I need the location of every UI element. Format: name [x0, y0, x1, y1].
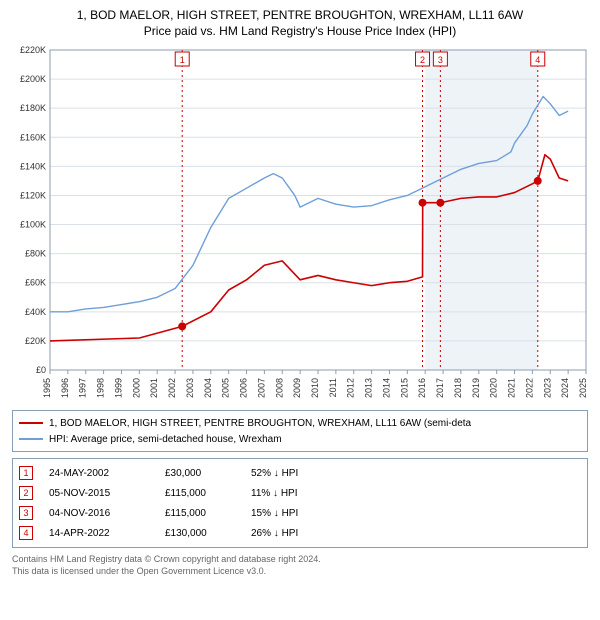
- legend: 1, BOD MAELOR, HIGH STREET, PENTRE BROUG…: [12, 410, 588, 452]
- legend-item: HPI: Average price, semi-detached house,…: [19, 431, 581, 447]
- event-pct: 11% ↓ HPI: [251, 488, 351, 499]
- event-date: 14-APR-2022: [49, 528, 149, 539]
- event-marker: 3: [19, 506, 33, 520]
- svg-text:2014: 2014: [381, 378, 391, 398]
- svg-text:2007: 2007: [256, 378, 266, 398]
- svg-text:1995: 1995: [42, 378, 52, 398]
- svg-text:£40K: £40K: [25, 307, 46, 317]
- attribution-line2: This data is licensed under the Open Gov…: [12, 566, 588, 578]
- legend-swatch: [19, 422, 43, 424]
- attribution: Contains HM Land Registry data © Crown c…: [12, 554, 588, 577]
- legend-item: 1, BOD MAELOR, HIGH STREET, PENTRE BROUG…: [19, 415, 581, 431]
- svg-text:2024: 2024: [560, 378, 570, 398]
- svg-text:2004: 2004: [203, 378, 213, 398]
- svg-text:2003: 2003: [185, 378, 195, 398]
- event-marker: 2: [19, 486, 33, 500]
- event-date: 05-NOV-2015: [49, 488, 149, 499]
- chart-container: £0 £20K £40K £60K £80K £100K £120K £140K £160K £1…: [8, 44, 592, 404]
- event-pct: 26% ↓ HPI: [251, 528, 351, 539]
- svg-text:1997: 1997: [78, 378, 88, 398]
- svg-text:2: 2: [420, 55, 425, 65]
- events-table: 1 24-MAY-2002 £30,000 52% ↓ HPI 2 05-NOV-2015…: [12, 458, 588, 548]
- event-date: 24-MAY-2002: [49, 468, 149, 479]
- svg-text:1: 1: [180, 55, 185, 65]
- event-row: 1 24-MAY-2002 £30,000 52% ↓ HPI: [19, 463, 581, 483]
- event-row: 3 04-NOV-2016 £115,000 15% ↓ HPI: [19, 503, 581, 523]
- svg-text:2016: 2016: [417, 378, 427, 398]
- event-date: 04-NOV-2016: [49, 508, 149, 519]
- svg-text:£220K: £220K: [20, 45, 46, 55]
- chart-title: 1, BOD MAELOR, HIGH STREET, PENTRE BROUG…: [8, 8, 592, 22]
- event-pct: 52% ↓ HPI: [251, 468, 351, 479]
- attribution-line1: Contains HM Land Registry data © Crown c…: [12, 554, 588, 566]
- svg-text:2022: 2022: [524, 378, 534, 398]
- svg-text:2006: 2006: [239, 378, 249, 398]
- event-marker: 1: [19, 466, 33, 480]
- svg-text:2005: 2005: [221, 378, 231, 398]
- svg-text:2011: 2011: [328, 378, 338, 397]
- svg-text:£0: £0: [36, 365, 46, 375]
- svg-text:4: 4: [535, 55, 540, 65]
- line-chart: £0 £20K £40K £60K £80K £100K £120K £140K £160K £1…: [8, 44, 592, 404]
- svg-text:2013: 2013: [364, 378, 374, 398]
- svg-text:£20K: £20K: [25, 336, 46, 346]
- svg-text:2002: 2002: [167, 378, 177, 398]
- svg-text:1998: 1998: [96, 378, 106, 398]
- legend-label: 1, BOD MAELOR, HIGH STREET, PENTRE BROUG…: [49, 418, 471, 429]
- event-price: £115,000: [165, 508, 235, 519]
- svg-text:£180K: £180K: [20, 103, 46, 113]
- svg-text:2018: 2018: [453, 378, 463, 398]
- svg-text:2001: 2001: [149, 378, 159, 398]
- svg-text:3: 3: [438, 55, 443, 65]
- svg-text:2009: 2009: [292, 378, 302, 398]
- svg-text:2021: 2021: [507, 378, 517, 398]
- svg-text:2008: 2008: [274, 378, 284, 398]
- svg-text:2010: 2010: [310, 378, 320, 398]
- svg-text:£160K: £160K: [20, 132, 46, 142]
- svg-text:2017: 2017: [435, 378, 445, 398]
- svg-text:2025: 2025: [578, 378, 588, 398]
- legend-swatch: [19, 438, 43, 440]
- svg-text:2019: 2019: [471, 378, 481, 398]
- svg-text:1996: 1996: [60, 378, 70, 398]
- svg-text:£200K: £200K: [20, 74, 46, 84]
- event-price: £115,000: [165, 488, 235, 499]
- svg-text:£120K: £120K: [20, 190, 46, 200]
- event-pct: 15% ↓ HPI: [251, 508, 351, 519]
- svg-text:2000: 2000: [131, 378, 141, 398]
- chart-subtitle: Price paid vs. HM Land Registry's House …: [8, 24, 592, 38]
- svg-text:£100K: £100K: [20, 220, 46, 230]
- svg-text:2012: 2012: [346, 378, 356, 398]
- event-row: 4 14-APR-2022 £130,000 26% ↓ HPI: [19, 523, 581, 543]
- svg-text:2023: 2023: [542, 378, 552, 398]
- event-row: 2 05-NOV-2015 £115,000 11% ↓ HPI: [19, 483, 581, 503]
- svg-text:2015: 2015: [399, 378, 409, 398]
- event-price: £30,000: [165, 468, 235, 479]
- event-marker: 4: [19, 526, 33, 540]
- event-price: £130,000: [165, 528, 235, 539]
- svg-text:£60K: £60K: [25, 278, 46, 288]
- svg-text:1999: 1999: [113, 378, 123, 398]
- legend-label: HPI: Average price, semi-detached house,…: [49, 434, 282, 445]
- svg-text:£140K: £140K: [20, 161, 46, 171]
- svg-text:2020: 2020: [489, 378, 499, 398]
- svg-text:£80K: £80K: [25, 249, 46, 259]
